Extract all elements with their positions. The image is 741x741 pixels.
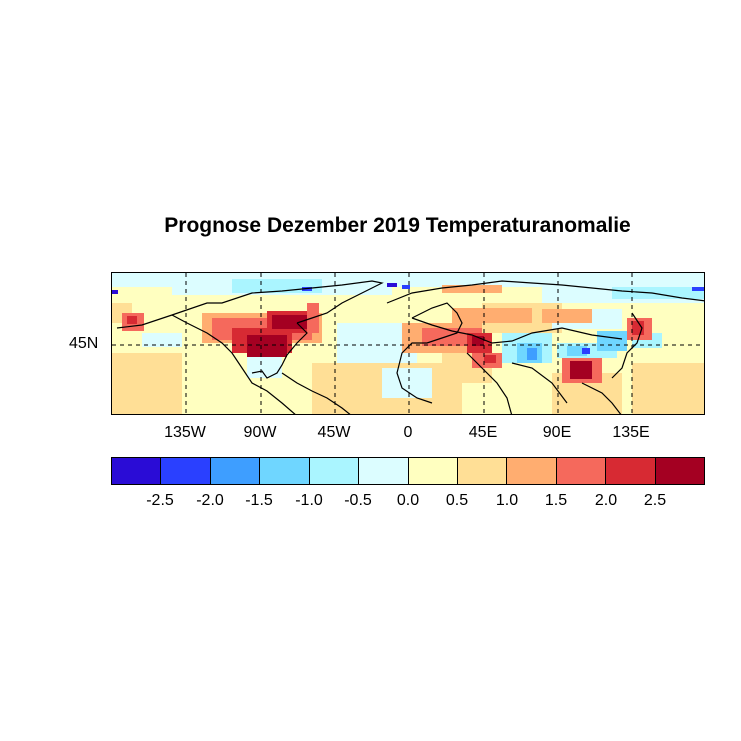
colorbar-swatch — [161, 458, 211, 484]
colorbar-swatch — [408, 458, 458, 484]
lon-label-45e: 45E — [468, 424, 498, 441]
anomaly-map — [112, 273, 704, 414]
colorbar-label: -2.0 — [196, 492, 224, 509]
colorbar-label: 1.5 — [544, 492, 568, 509]
colorbar-label: -2.5 — [146, 492, 174, 509]
colorbar-label: 1.0 — [495, 492, 519, 509]
colorbar-swatch — [507, 458, 557, 484]
colorbar-swatch — [655, 458, 705, 484]
lon-label-135w: 135W — [164, 424, 206, 441]
colorbar-label: 2.5 — [643, 492, 667, 509]
colorbar-swatch — [359, 458, 409, 484]
lon-label-135e: 135E — [612, 424, 650, 441]
colorbar-swatch — [210, 458, 261, 484]
chart-title: Prognose Dezember 2019 Temperaturanomali… — [164, 214, 631, 237]
colorbar-swatch — [112, 458, 162, 484]
colorbar-label: -1.0 — [295, 492, 323, 509]
colorbar-label: 2.0 — [594, 492, 618, 509]
lon-label-45w: 45W — [317, 424, 351, 441]
colorbar-label: 0.0 — [396, 492, 420, 509]
colorbar-swatch — [606, 458, 656, 484]
lat-label-45n: 45N — [69, 335, 99, 352]
colorbar-swatch — [260, 458, 310, 484]
lon-label-90w: 90W — [243, 424, 277, 441]
colorbar-label: 0.5 — [445, 492, 469, 509]
colorbar-swatch — [309, 458, 360, 484]
lon-label-0: 0 — [403, 424, 413, 441]
colorbar-label: -0.5 — [344, 492, 372, 509]
colorbar — [111, 457, 705, 485]
lon-label-90e: 90E — [542, 424, 572, 441]
colorbar-swatch — [457, 458, 508, 484]
colorbar-label: -1.5 — [245, 492, 273, 509]
colorbar-swatch — [556, 458, 607, 484]
map-plot-area — [111, 272, 705, 415]
